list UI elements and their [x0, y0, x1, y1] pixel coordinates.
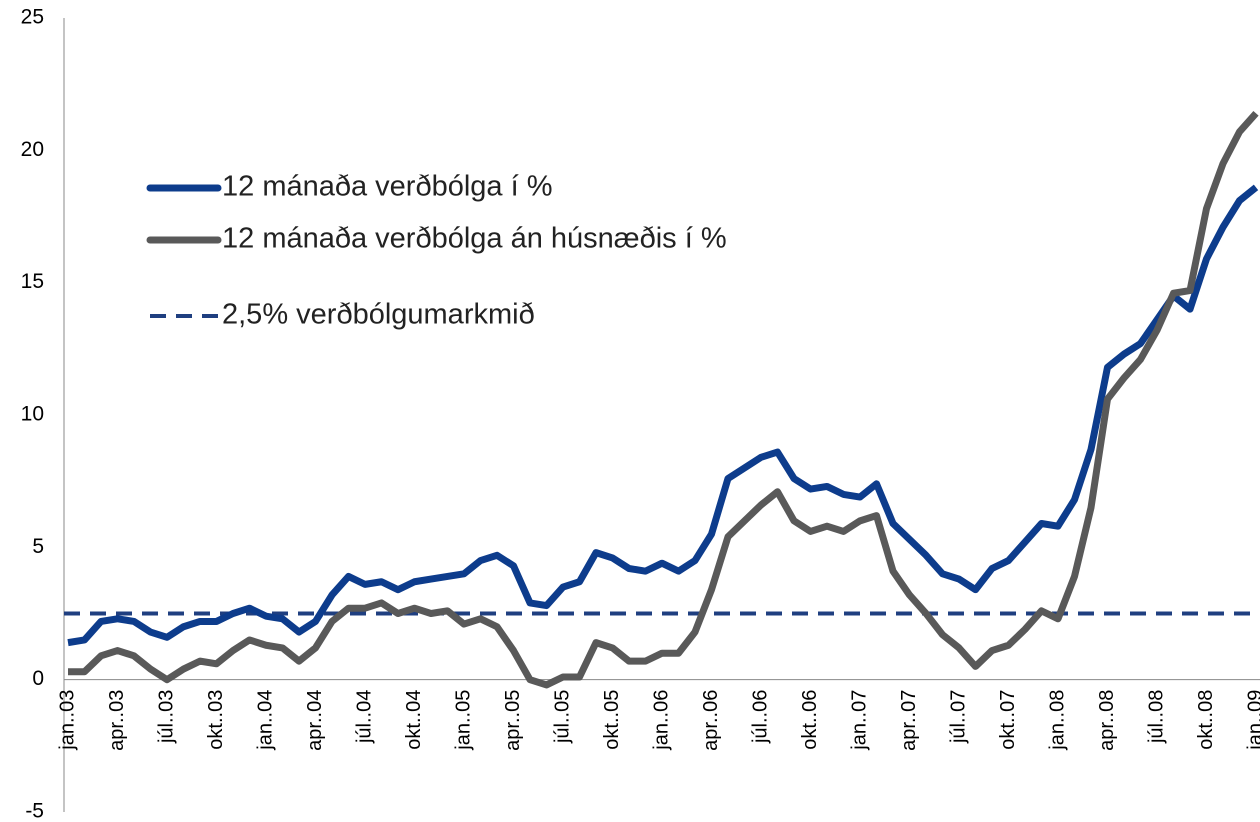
x-tick-label: jan..09 — [1244, 690, 1260, 751]
x-tick-label: apr..04 — [304, 690, 326, 751]
x-tick-label: júl..07 — [947, 690, 969, 744]
y-tick-label: -5 — [25, 800, 44, 822]
legend-label: 2,5% verðbólgumarkmið — [222, 299, 535, 331]
x-tick-label: okt..04 — [403, 690, 425, 750]
x-tick-label: okt..08 — [1195, 690, 1217, 750]
x-tick-label: apr..05 — [502, 690, 524, 751]
x-tick-label: jan..07 — [848, 690, 870, 751]
x-tick-label: júl..04 — [353, 690, 375, 744]
series-line — [68, 110, 1259, 689]
x-tick-label: okt..05 — [601, 690, 623, 750]
x-tick-label: júl..06 — [749, 690, 771, 744]
x-tick-label: okt..07 — [997, 690, 1019, 750]
y-tick-label: 15 — [21, 270, 44, 293]
x-tick-label: jan..05 — [452, 690, 474, 751]
x-tick-label: okt..06 — [799, 690, 821, 750]
x-tick-label: jan..03 — [56, 690, 78, 751]
y-tick-label: 0 — [32, 667, 44, 690]
x-tick-label: júl..03 — [155, 690, 177, 744]
legend-label: 12 mánaða verðbólga í % — [222, 171, 553, 203]
x-tick-label: jan..08 — [1046, 690, 1068, 751]
y-tick-label: 10 — [21, 403, 44, 426]
x-tick-label: okt..03 — [205, 690, 227, 750]
x-tick-label: júl..05 — [551, 690, 573, 744]
legend-label: 12 mánaða verðbólga án húsnæðis í % — [222, 223, 727, 255]
x-tick-label: apr..08 — [1096, 690, 1118, 751]
x-tick-label: jan..06 — [650, 690, 672, 751]
y-tick-label: 5 — [32, 535, 44, 558]
y-tick-label: 20 — [21, 138, 44, 161]
x-tick-label: júl..08 — [1145, 690, 1167, 744]
y-tick-label: 25 — [21, 6, 44, 29]
x-tick-label: jan..04 — [254, 690, 276, 751]
x-tick-label: apr..03 — [106, 690, 128, 751]
x-tick-label: apr..07 — [898, 690, 920, 751]
x-tick-label: apr..06 — [700, 690, 722, 751]
series-line — [67, 184, 1259, 647]
